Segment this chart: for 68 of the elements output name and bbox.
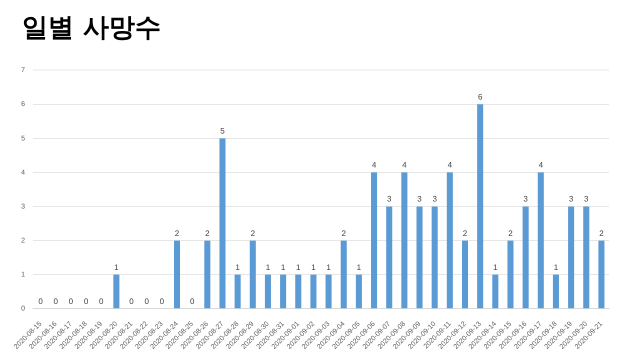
bar (113, 274, 120, 308)
bar (462, 240, 468, 308)
data-label: 2 (508, 228, 514, 238)
data-label: 2 (205, 228, 210, 238)
bar (280, 274, 286, 308)
data-label: 6 (478, 92, 483, 102)
data-label: 3 (523, 194, 528, 204)
bar (446, 172, 453, 308)
data-label: 1 (493, 262, 498, 272)
data-label: 1 (311, 262, 316, 272)
bar (340, 240, 347, 308)
data-label: 0 (54, 296, 59, 306)
data-label: 0 (129, 296, 134, 306)
bar (250, 240, 256, 308)
bar (264, 274, 271, 308)
data-label: 1 (326, 262, 332, 272)
bar (234, 274, 241, 308)
data-label: 1 (356, 262, 362, 272)
bar (326, 274, 332, 308)
bar (538, 172, 544, 308)
data-label: 4 (538, 160, 544, 170)
bar (522, 206, 529, 308)
data-label: 4 (372, 160, 377, 170)
bar (310, 274, 316, 308)
data-label: 3 (568, 194, 574, 204)
bar (174, 240, 180, 308)
bar (432, 206, 438, 308)
chart-title: 일별 사망수 (22, 12, 162, 45)
bar (507, 240, 514, 308)
data-label: 3 (432, 194, 438, 204)
bar (219, 138, 226, 308)
bar (552, 274, 559, 308)
data-label: 0 (144, 296, 150, 306)
data-label: 0 (160, 296, 165, 306)
data-label: 3 (584, 194, 590, 204)
bar (416, 206, 423, 308)
bar (492, 274, 498, 308)
bar (568, 206, 574, 308)
data-label: 5 (220, 126, 226, 136)
data-label: 0 (98, 296, 104, 306)
data-label: 4 (402, 160, 408, 170)
data-label: 0 (68, 296, 74, 306)
data-label: 3 (386, 194, 392, 204)
data-label: 4 (448, 160, 453, 170)
data-label: 2 (342, 228, 347, 238)
data-label: 2 (174, 228, 180, 238)
data-label: 0 (84, 296, 89, 306)
bar (371, 172, 378, 308)
data-label: 0 (190, 296, 195, 306)
data-label: 1 (266, 262, 271, 272)
bar (583, 206, 590, 308)
bar (386, 206, 392, 308)
data-label: 0 (38, 296, 44, 306)
data-label: 2 (599, 228, 604, 238)
bar (204, 240, 210, 308)
bar (356, 274, 362, 308)
data-label: 2 (250, 228, 256, 238)
data-label: 1 (296, 262, 302, 272)
data-label: 1 (114, 262, 120, 272)
data-label: 3 (417, 194, 422, 204)
bar (598, 240, 604, 308)
data-label: 2 (462, 228, 468, 238)
data-label: 1 (235, 262, 240, 272)
bar (401, 172, 408, 308)
data-label: 1 (280, 262, 286, 272)
bar (295, 274, 302, 308)
bar (477, 104, 484, 308)
data-label: 1 (554, 262, 559, 272)
